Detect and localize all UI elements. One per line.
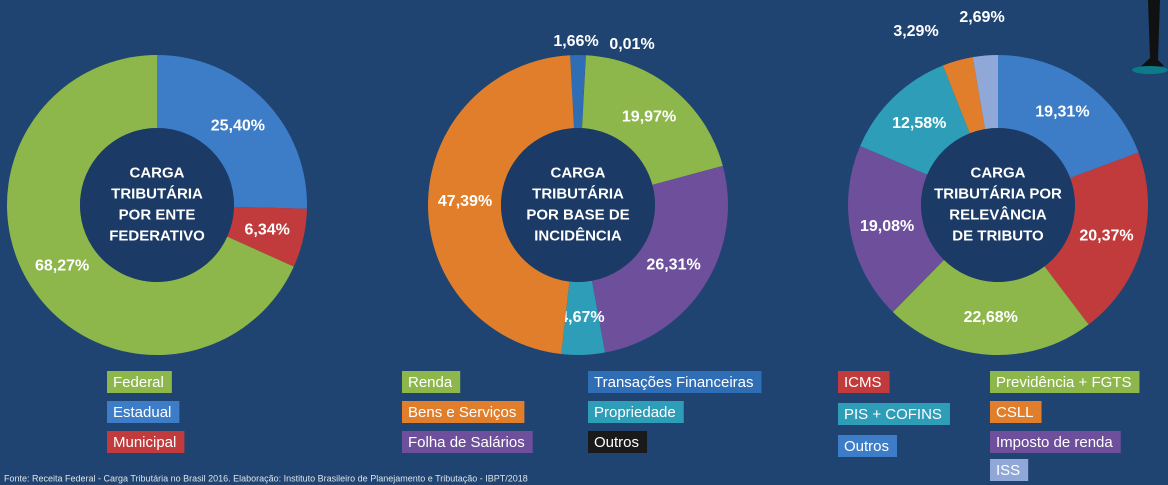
legend-swatch	[588, 431, 648, 453]
legend-swatch	[588, 401, 684, 423]
center-title: INCIDÊNCIA	[534, 226, 622, 244]
donut-slice	[860, 65, 970, 175]
legend-label: CSLL	[996, 404, 1034, 421]
value-label: 26,31%	[646, 257, 700, 274]
value-label: 0,01%	[609, 36, 654, 53]
center-title: CARGA	[551, 164, 606, 181]
donut-slice	[1044, 152, 1149, 325]
center-title: CARGA	[130, 164, 185, 181]
legend-item: Previdência + FGTS	[990, 371, 1140, 393]
donut-slice	[427, 55, 574, 355]
legend-label: PIS + COFINS	[844, 406, 942, 423]
legend-label: Folha de Salários	[408, 434, 525, 451]
legend-item: Imposto de renda	[990, 431, 1121, 453]
legend-item: Federal	[107, 371, 172, 393]
donut-slice	[582, 55, 723, 185]
legend-label: Federal	[113, 374, 164, 391]
legend-swatch	[838, 435, 898, 457]
donut-slice	[998, 55, 1139, 179]
donut-slice	[972, 55, 998, 130]
legend-label: Outros	[844, 438, 889, 455]
legend-label: Outros	[594, 434, 639, 451]
value-label: 25,40%	[211, 117, 265, 134]
value-label: 19,97%	[622, 108, 676, 125]
legend-label: ICMS	[844, 374, 882, 391]
value-label: 1,66%	[553, 33, 598, 50]
legend-swatch	[107, 431, 185, 453]
donut-slice	[942, 57, 986, 134]
legend-item: ICMS	[838, 371, 890, 393]
center-title: POR ENTE	[119, 206, 196, 223]
legend-label: Propriedade	[594, 404, 676, 421]
legend-swatch	[402, 431, 533, 453]
center-title: RELEVÂNCIA	[949, 205, 1047, 223]
legend-swatch	[402, 371, 461, 393]
legend-label: Imposto de renda	[996, 434, 1113, 451]
legend-item: Estadual	[107, 401, 180, 423]
donut-hole	[80, 128, 234, 282]
legend-swatch	[107, 401, 180, 423]
legend-item: Renda	[402, 371, 461, 393]
value-label: 19,08%	[860, 218, 914, 235]
center-title: CARGA	[971, 164, 1026, 181]
legend-swatch	[838, 371, 890, 393]
center-title: TRIBUTÁRIA	[111, 185, 203, 202]
center-title: TRIBUTÁRIA	[532, 185, 624, 202]
legend-swatch	[402, 401, 525, 423]
legend-label: Renda	[408, 374, 453, 391]
legend-item: ISS	[990, 459, 1029, 481]
donut-hole	[921, 128, 1075, 282]
donut-slice	[561, 280, 606, 355]
legend-item: Outros	[838, 435, 898, 457]
value-label: 2,69%	[959, 9, 1004, 26]
center-title: TRIBUTÁRIA POR	[934, 185, 1062, 202]
donut-slice	[570, 55, 586, 129]
center-title: DE TRIBUTO	[952, 227, 1044, 244]
footer: Fonte: Receita Federal - Carga Tributári…	[4, 473, 528, 483]
donut-slice	[157, 55, 307, 209]
legend-item: Outros	[588, 431, 648, 453]
value-label: 4,67%	[559, 309, 604, 326]
value-label: 12,58%	[892, 115, 946, 132]
legend-swatch	[990, 459, 1029, 481]
legend-item: PIS + COFINS	[838, 403, 950, 425]
legend-swatch	[990, 401, 1042, 423]
legend-label: ISS	[996, 462, 1020, 479]
value-label: 19,31%	[1035, 103, 1089, 120]
figure-decoration	[1132, 0, 1168, 74]
legend-item: Propriedade	[588, 401, 684, 423]
legend-item: CSLL	[990, 401, 1042, 423]
legend-swatch	[838, 403, 950, 425]
legend-item: Bens e Serviços	[402, 401, 525, 423]
legend-item: Transações Financeiras	[588, 371, 762, 393]
value-label: 20,37%	[1079, 228, 1133, 245]
value-label: 3,29%	[893, 23, 938, 40]
legend-swatch	[990, 371, 1140, 393]
legend-swatch	[990, 431, 1121, 453]
legend-item: Folha de Salários	[402, 431, 533, 453]
legend-item: Municipal	[107, 431, 185, 453]
value-label: 68,27%	[35, 258, 89, 275]
legend-label: Estadual	[113, 404, 171, 421]
legend-label: Previdência + FGTS	[996, 374, 1131, 391]
legend-swatch	[107, 371, 172, 393]
donut-slice	[581, 55, 586, 129]
legend-label: Transações Financeiras	[594, 374, 754, 391]
center-title: POR BASE DE	[526, 206, 629, 223]
legend-label: Municipal	[113, 434, 176, 451]
donut-slice	[848, 145, 945, 312]
donut-hole	[501, 128, 655, 282]
donut-slice	[591, 165, 728, 353]
value-label: 47,39%	[438, 193, 492, 210]
value-label: 6,34%	[244, 221, 289, 238]
legend-label: Bens e Serviços	[408, 404, 516, 421]
legend-swatch	[588, 371, 762, 393]
donut-slice	[892, 259, 1089, 355]
donut-slice	[7, 55, 294, 355]
center-title: FEDERATIVO	[109, 227, 205, 244]
value-label: 22,68%	[964, 309, 1018, 326]
donut-slice	[227, 206, 307, 267]
